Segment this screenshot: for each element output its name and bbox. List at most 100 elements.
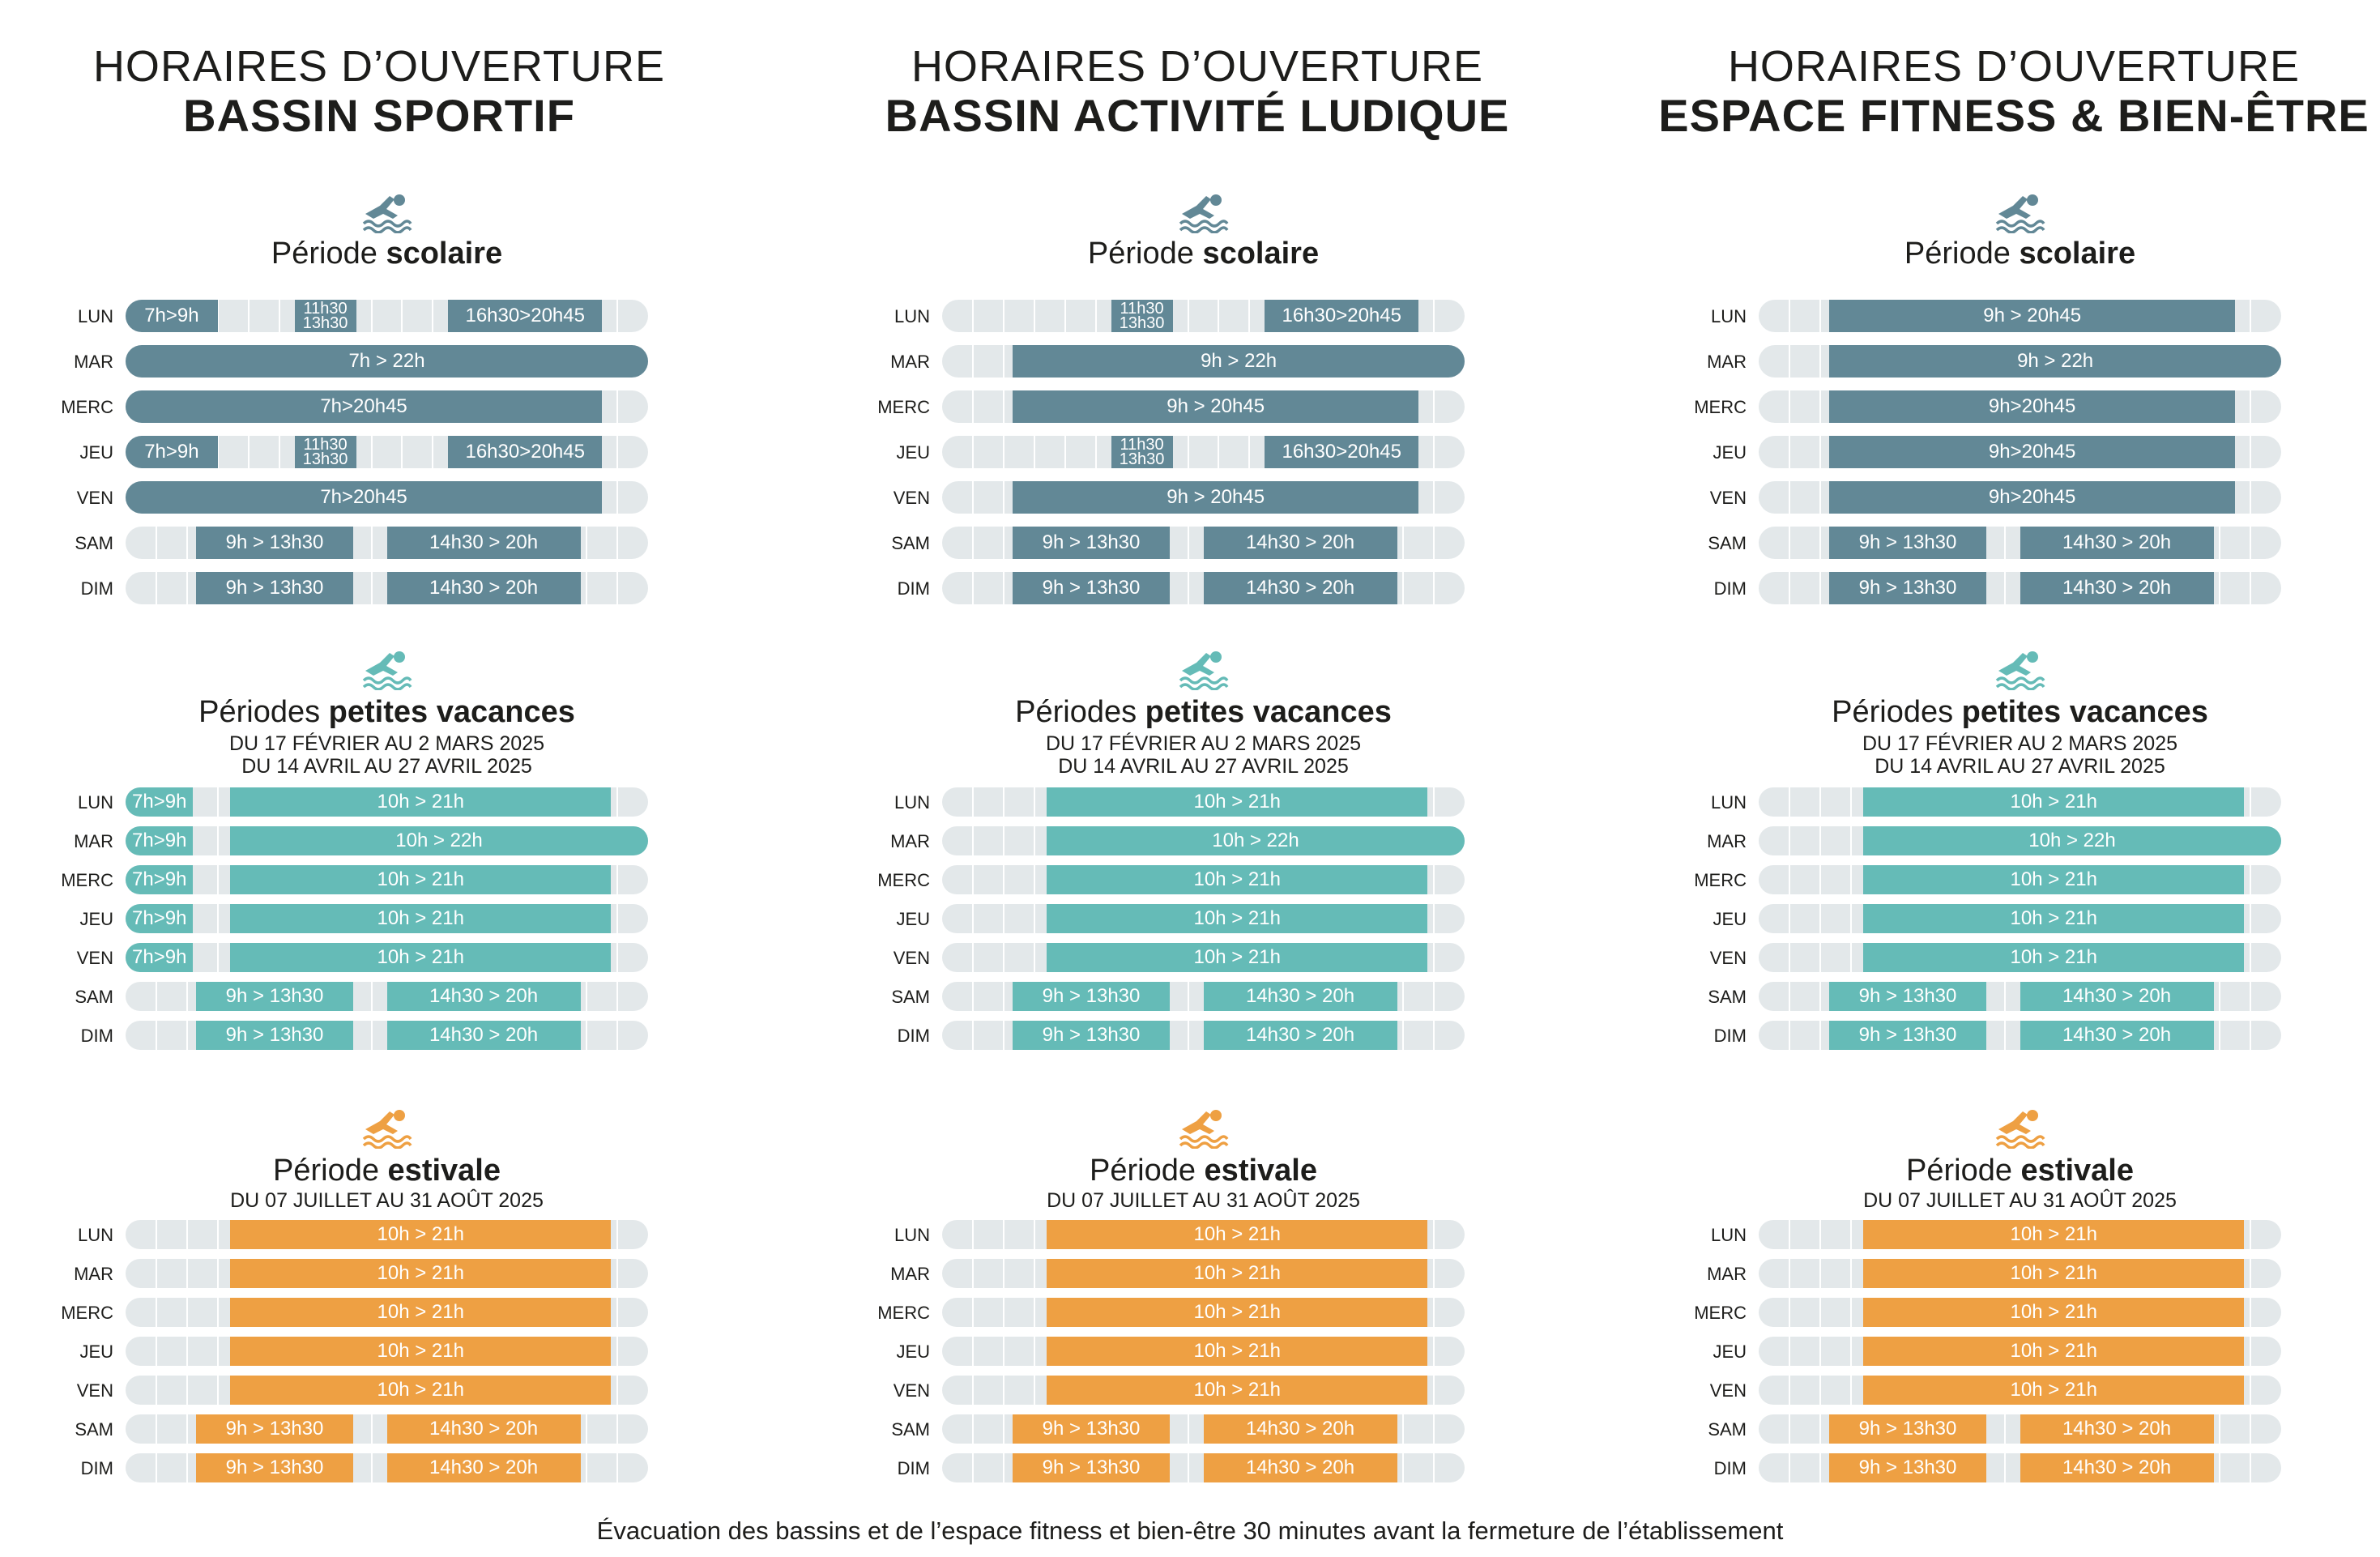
- hour-tick: [2219, 982, 2221, 1011]
- hour-tick: [1002, 345, 1004, 378]
- hour-tick: [1788, 865, 1790, 894]
- opening-hours-bar: 16h30>20h45: [448, 436, 603, 468]
- section-title-regular: Périodes: [1015, 695, 1145, 729]
- day-label: SAM: [75, 1419, 113, 1440]
- hour-tick: [155, 527, 157, 559]
- hour-tick: [586, 527, 588, 559]
- day-label: JEU: [1712, 909, 1747, 929]
- day-label: DIM: [897, 1458, 930, 1478]
- hour-tick: [616, 1337, 619, 1366]
- hour-tick: [1002, 481, 1004, 514]
- section-title: Période estivale: [1737, 1154, 2304, 1188]
- day-label: VEN: [1709, 948, 1747, 968]
- hour-tick: [616, 527, 619, 559]
- hour-tick: [971, 1376, 974, 1405]
- opening-hours-bar: 14h30 > 20h: [2020, 572, 2214, 604]
- day-label: SAM: [75, 987, 113, 1007]
- day-label: SAM: [891, 533, 930, 553]
- hour-tick: [1002, 1298, 1004, 1327]
- opening-hours-bar: 10h > 21h: [1047, 904, 1428, 933]
- section-title-bold: scolaire: [386, 237, 503, 271]
- hour-tick: [155, 1298, 157, 1327]
- opening-hours-bar: 16h30>20h45: [1265, 436, 1419, 468]
- opening-hours-bar: 9h > 13h30: [196, 1021, 353, 1050]
- hour-tick: [1433, 527, 1435, 559]
- day-label: LUN: [77, 792, 113, 813]
- opening-hours-bar: 14h30 > 20h: [386, 1453, 581, 1482]
- opening-hours-bar: 10h > 21h: [230, 943, 612, 972]
- opening-hours-bar: 10h > 21h: [230, 865, 612, 894]
- hour-tick: [616, 1021, 619, 1050]
- hour-tick: [1819, 527, 1821, 559]
- column-title: HORAIRES D’OUVERTURE BASSIN SPORTIF: [0, 42, 768, 141]
- opening-hours-bar: 9h>20h45: [1829, 390, 2236, 423]
- section-title-bold: estivale: [1204, 1154, 1317, 1188]
- opening-hours-bar: 7h>9h: [126, 865, 194, 894]
- column-title-line2: BASSIN SPORTIF: [183, 90, 575, 141]
- opening-hours-bar: 9h > 22h: [1829, 345, 2281, 378]
- day-label: VEN: [893, 1380, 930, 1401]
- hour-tick: [1819, 865, 1821, 894]
- hour-tick: [216, 436, 219, 468]
- hour-tick: [616, 1259, 619, 1288]
- hour-tick: [1433, 1298, 1435, 1327]
- opening-hours-bar: 10h > 21h: [1863, 787, 2245, 817]
- hour-tick: [2250, 904, 2252, 933]
- hour-tick: [616, 943, 619, 972]
- day-label: MAR: [74, 352, 113, 372]
- hour-tick: [1819, 436, 1821, 468]
- hour-tick: [1064, 436, 1066, 468]
- section-title: Période scolaire: [104, 237, 671, 271]
- hour-tick: [155, 1376, 157, 1405]
- opening-hours-bar: 10h > 21h: [230, 1298, 612, 1327]
- opening-hours-bar: 16h30>20h45: [448, 300, 603, 332]
- hour-tick: [1849, 826, 1852, 855]
- hour-tick: [971, 1021, 974, 1050]
- hour-tick: [186, 1337, 188, 1366]
- day-label: MERC: [61, 1303, 113, 1323]
- hour-tick: [1002, 826, 1004, 855]
- hour-tick: [370, 1453, 373, 1482]
- hour-tick: [1187, 300, 1189, 332]
- day-label: MERC: [877, 1303, 930, 1323]
- opening-hours-bar: 10h > 21h: [1863, 1376, 2245, 1405]
- opening-hours-bar: 9h>20h45: [1829, 481, 2236, 514]
- hour-tick: [586, 1453, 588, 1482]
- column-title-line2: BASSIN ACTIVITÉ LUDIQUE: [885, 90, 1510, 141]
- hour-tick: [2003, 1414, 2006, 1444]
- hour-tick: [1819, 572, 1821, 604]
- hour-tick: [216, 1220, 219, 1249]
- hour-tick: [1433, 865, 1435, 894]
- day-label: LUN: [1710, 1225, 1747, 1245]
- hour-tick: [2219, 572, 2221, 604]
- hour-tick: [2003, 1453, 2006, 1482]
- hour-tick: [186, 982, 188, 1011]
- hour-tick: [2250, 481, 2252, 514]
- hour-tick: [1788, 436, 1790, 468]
- hour-tick: [1819, 1414, 1821, 1444]
- hour-tick: [616, 787, 619, 817]
- section-title: Période estivale: [920, 1154, 1487, 1188]
- section-date-range: DU 07 JUILLET AU 31 AOÛT 2025: [230, 1189, 544, 1212]
- swimmer-icon: [362, 1110, 412, 1149]
- hour-tick: [971, 826, 974, 855]
- section-date-range: DU 07 JUILLET AU 31 AOÛT 2025: [1047, 1189, 1360, 1212]
- hour-tick: [1033, 1298, 1035, 1327]
- hour-tick: [1033, 865, 1035, 894]
- day-label: JEU: [896, 442, 930, 463]
- hour-tick: [1433, 1453, 1435, 1482]
- hour-tick: [2219, 1453, 2221, 1482]
- hour-tick: [1819, 1453, 1821, 1482]
- opening-hours-bar: 10h > 21h: [1047, 787, 1428, 817]
- hour-tick: [2250, 300, 2252, 332]
- swimmer-icon: [1995, 651, 2045, 690]
- hour-tick: [1187, 1453, 1189, 1482]
- hour-tick: [971, 436, 974, 468]
- day-label: JEU: [1712, 1342, 1747, 1362]
- hour-tick: [1819, 1021, 1821, 1050]
- section-date-range: DU 14 AVRIL AU 27 AVRIL 2025: [241, 755, 532, 778]
- hour-tick: [1033, 1220, 1035, 1249]
- section-title: Période scolaire: [920, 237, 1487, 271]
- hour-tick: [1187, 982, 1189, 1011]
- hour-tick: [971, 865, 974, 894]
